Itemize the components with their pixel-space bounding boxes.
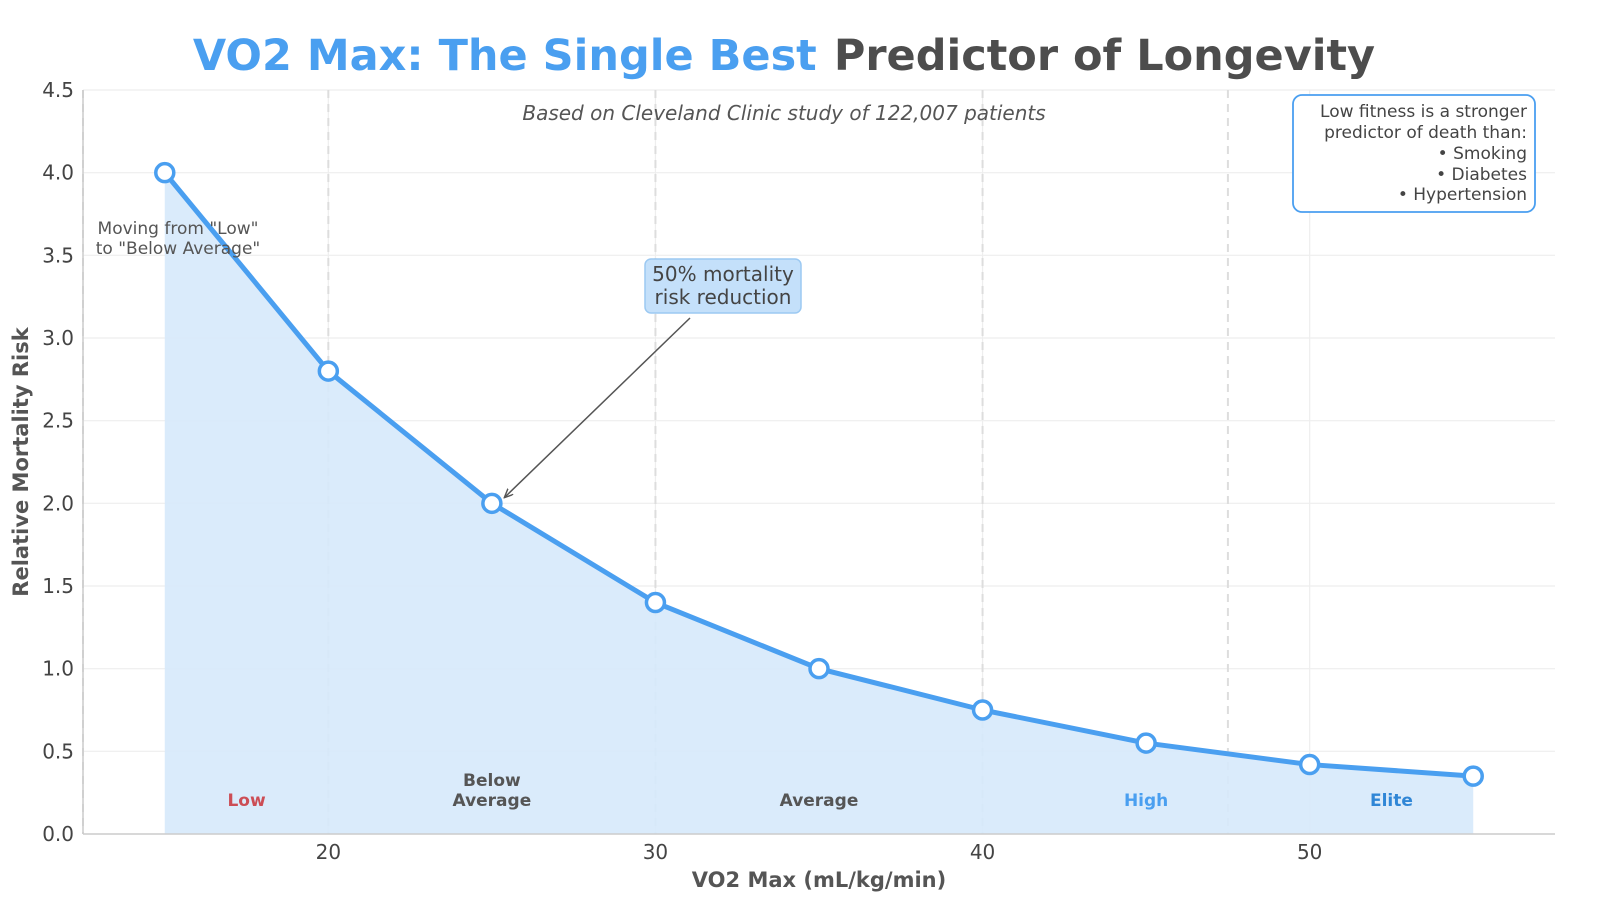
area-fill <box>164 172 1474 834</box>
data-point <box>644 591 667 614</box>
x-tick-label: 40 <box>970 840 995 864</box>
zone-label: Low <box>227 791 266 811</box>
data-point <box>317 360 340 382</box>
area-layer <box>164 172 1474 834</box>
info-line-1: Low fitness is a stronger <box>1320 102 1527 122</box>
x-tick-label: 20 <box>316 840 341 864</box>
title-rest: Predictor of Longevity <box>834 31 1375 81</box>
data-point <box>154 161 176 184</box>
y-tick-label: 4.5 <box>42 78 74 102</box>
y-tick-label: 3.0 <box>42 326 74 350</box>
data-point <box>808 657 830 680</box>
callout-arrow <box>505 317 691 497</box>
info-box-frame <box>1292 94 1536 213</box>
data-point <box>1298 753 1321 776</box>
x-axis-label: VO2 Max (mL/kg/min) <box>692 868 946 892</box>
data-point <box>1462 765 1484 787</box>
info-line-3: • Smoking <box>1438 144 1527 164</box>
y-axis-label: Relative Mortality Risk <box>9 326 33 596</box>
zone-label: High <box>1124 791 1168 811</box>
y-tick-label: 1.5 <box>42 574 74 598</box>
callout-line-2: risk reduction <box>655 285 792 309</box>
zone-label: Average <box>453 791 532 811</box>
y-tick-label: 2.0 <box>42 491 74 515</box>
y-tick-label: 1.0 <box>42 657 74 681</box>
x-tick-label: 50 <box>1297 840 1322 864</box>
y-tick-label: 4.0 <box>42 161 74 185</box>
info-line-5: • Hypertension <box>1398 185 1527 205</box>
chart-title: VO2 Max: The Single Best Predictor of Lo… <box>193 31 1375 81</box>
y-tick-label: 2.5 <box>42 409 74 433</box>
callout: 50% mortality risk reduction <box>505 258 802 497</box>
info-line-2: predictor of death than: <box>1324 123 1527 143</box>
data-point <box>481 492 503 515</box>
y-tick-label: 0.5 <box>42 739 74 763</box>
line-layer <box>154 161 1484 787</box>
info-box: Low fitness is a stronger predictor of d… <box>1292 94 1536 213</box>
data-point <box>1135 732 1157 754</box>
callout-box <box>644 258 802 314</box>
info-line-4: • Diabetes <box>1436 165 1527 185</box>
y-tick-label: 3.5 <box>42 243 74 267</box>
axis-layer: 0.0 0.5 1.0 1.5 2.0 2.5 3.0 3.5 4.0 4.5 20 30 40 50 <box>42 78 1555 864</box>
y-tick-label: 0.0 <box>42 822 74 846</box>
zone-label: Below <box>463 771 521 791</box>
chart-subtitle: Based on Cleveland Clinic study of 122,0… <box>522 101 1045 125</box>
low-note-line-2: to "Below Average" <box>96 239 260 259</box>
callout-line-1: 50% mortality <box>652 262 794 286</box>
zone-label: Elite <box>1370 791 1413 811</box>
x-tick-label: 30 <box>643 840 668 864</box>
low-note-line-1: Moving from "Low" <box>98 219 259 239</box>
data-point <box>971 699 994 721</box>
zone-label: Average <box>780 791 859 811</box>
title-highlight: VO2 Max: The Single Best <box>193 31 817 81</box>
